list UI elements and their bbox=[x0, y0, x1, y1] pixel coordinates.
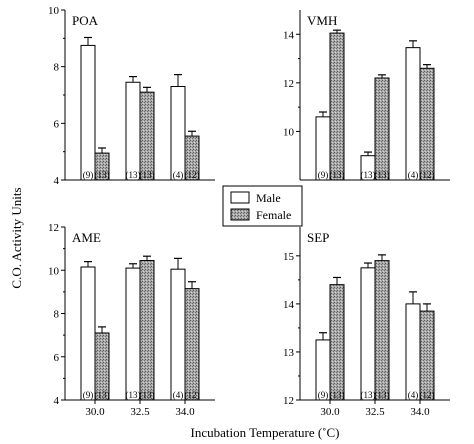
sample-size-label: (13) bbox=[375, 390, 390, 400]
panel-label: SEP bbox=[307, 230, 329, 245]
y-tick-label: 14 bbox=[283, 29, 295, 41]
sample-size-label: (13) bbox=[95, 170, 110, 180]
sample-size-label: (9) bbox=[83, 170, 94, 180]
panel-label: POA bbox=[72, 13, 99, 28]
sample-size-label: (4) bbox=[173, 170, 184, 180]
x-tick-label: 32.5 bbox=[130, 406, 150, 418]
legend-label-female: Female bbox=[256, 208, 291, 222]
x-tick-label: 34.0 bbox=[175, 406, 195, 418]
x-tick-label: 30.0 bbox=[85, 406, 105, 418]
sample-size-label: (13) bbox=[361, 170, 376, 180]
x-tick-label: 34.0 bbox=[410, 406, 430, 418]
y-tick-label: 15 bbox=[283, 251, 295, 263]
y-tick-label: 10 bbox=[48, 265, 60, 277]
y-tick-label: 8 bbox=[54, 62, 60, 74]
bar-male bbox=[170, 268, 186, 401]
bar-male bbox=[360, 267, 376, 401]
bar-female bbox=[329, 32, 345, 181]
sample-size-label: (9) bbox=[318, 170, 329, 180]
sample-size-label: (9) bbox=[83, 390, 94, 400]
bar-male bbox=[125, 267, 141, 401]
sample-size-label: (13) bbox=[361, 390, 376, 400]
bar-female bbox=[329, 284, 345, 401]
x-axis-title: Incubation Temperature (˚C) bbox=[190, 425, 339, 440]
y-tick-label: 10 bbox=[283, 126, 295, 138]
y-tick-label: 12 bbox=[283, 395, 294, 407]
sample-size-label: (13) bbox=[140, 390, 155, 400]
x-tick-label: 30.0 bbox=[320, 406, 340, 418]
bar-male bbox=[125, 81, 141, 181]
bar-male bbox=[405, 303, 421, 401]
y-tick-label: 6 bbox=[54, 118, 60, 130]
y-tick-label: 4 bbox=[54, 175, 60, 187]
legend-swatch-male bbox=[230, 191, 250, 204]
legend: Male Female bbox=[222, 185, 303, 227]
bar-female bbox=[139, 260, 155, 401]
bar-female bbox=[139, 91, 155, 181]
sample-size-label: (13) bbox=[95, 390, 110, 400]
y-tick-label: 8 bbox=[54, 309, 60, 321]
sample-size-label: (9) bbox=[318, 390, 329, 400]
sample-size-label: (13) bbox=[140, 170, 155, 180]
y-tick-label: 13 bbox=[283, 347, 295, 359]
bar-female bbox=[374, 77, 390, 181]
y-tick-label: 4 bbox=[54, 395, 60, 407]
bar-female bbox=[419, 67, 435, 181]
sample-size-label: (13) bbox=[375, 170, 390, 180]
bar-male bbox=[405, 47, 421, 181]
bar-female bbox=[184, 288, 200, 401]
sample-size-label: (12) bbox=[185, 170, 200, 180]
sample-size-label: (12) bbox=[420, 170, 435, 180]
sample-size-label: (13) bbox=[126, 390, 141, 400]
y-tick-label: 12 bbox=[283, 78, 294, 90]
sample-size-label: (13) bbox=[126, 170, 141, 180]
sample-size-label: (4) bbox=[408, 390, 419, 400]
y-tick-label: 14 bbox=[283, 299, 295, 311]
legend-swatch-female bbox=[230, 208, 250, 221]
panel-label: VMH bbox=[307, 13, 337, 28]
bar-female bbox=[419, 310, 435, 401]
bar-male bbox=[80, 44, 96, 181]
y-tick-label: 10 bbox=[48, 5, 60, 17]
y-tick-label: 12 bbox=[48, 222, 59, 234]
y-axis-title: C.O. Activity Units bbox=[9, 187, 24, 288]
sample-size-label: (13) bbox=[330, 170, 345, 180]
y-tick-label: 6 bbox=[54, 352, 60, 364]
sample-size-label: (12) bbox=[420, 390, 435, 400]
sample-size-label: (4) bbox=[173, 390, 184, 400]
sample-size-label: (13) bbox=[330, 390, 345, 400]
legend-label-male: Male bbox=[256, 191, 281, 205]
x-tick-label: 32.5 bbox=[365, 406, 385, 418]
bar-male bbox=[170, 86, 186, 181]
sample-size-label: (4) bbox=[408, 170, 419, 180]
bar-female bbox=[374, 260, 390, 401]
sample-size-label: (12) bbox=[185, 390, 200, 400]
bar-male bbox=[80, 266, 96, 401]
panel-label: AME bbox=[72, 230, 101, 245]
